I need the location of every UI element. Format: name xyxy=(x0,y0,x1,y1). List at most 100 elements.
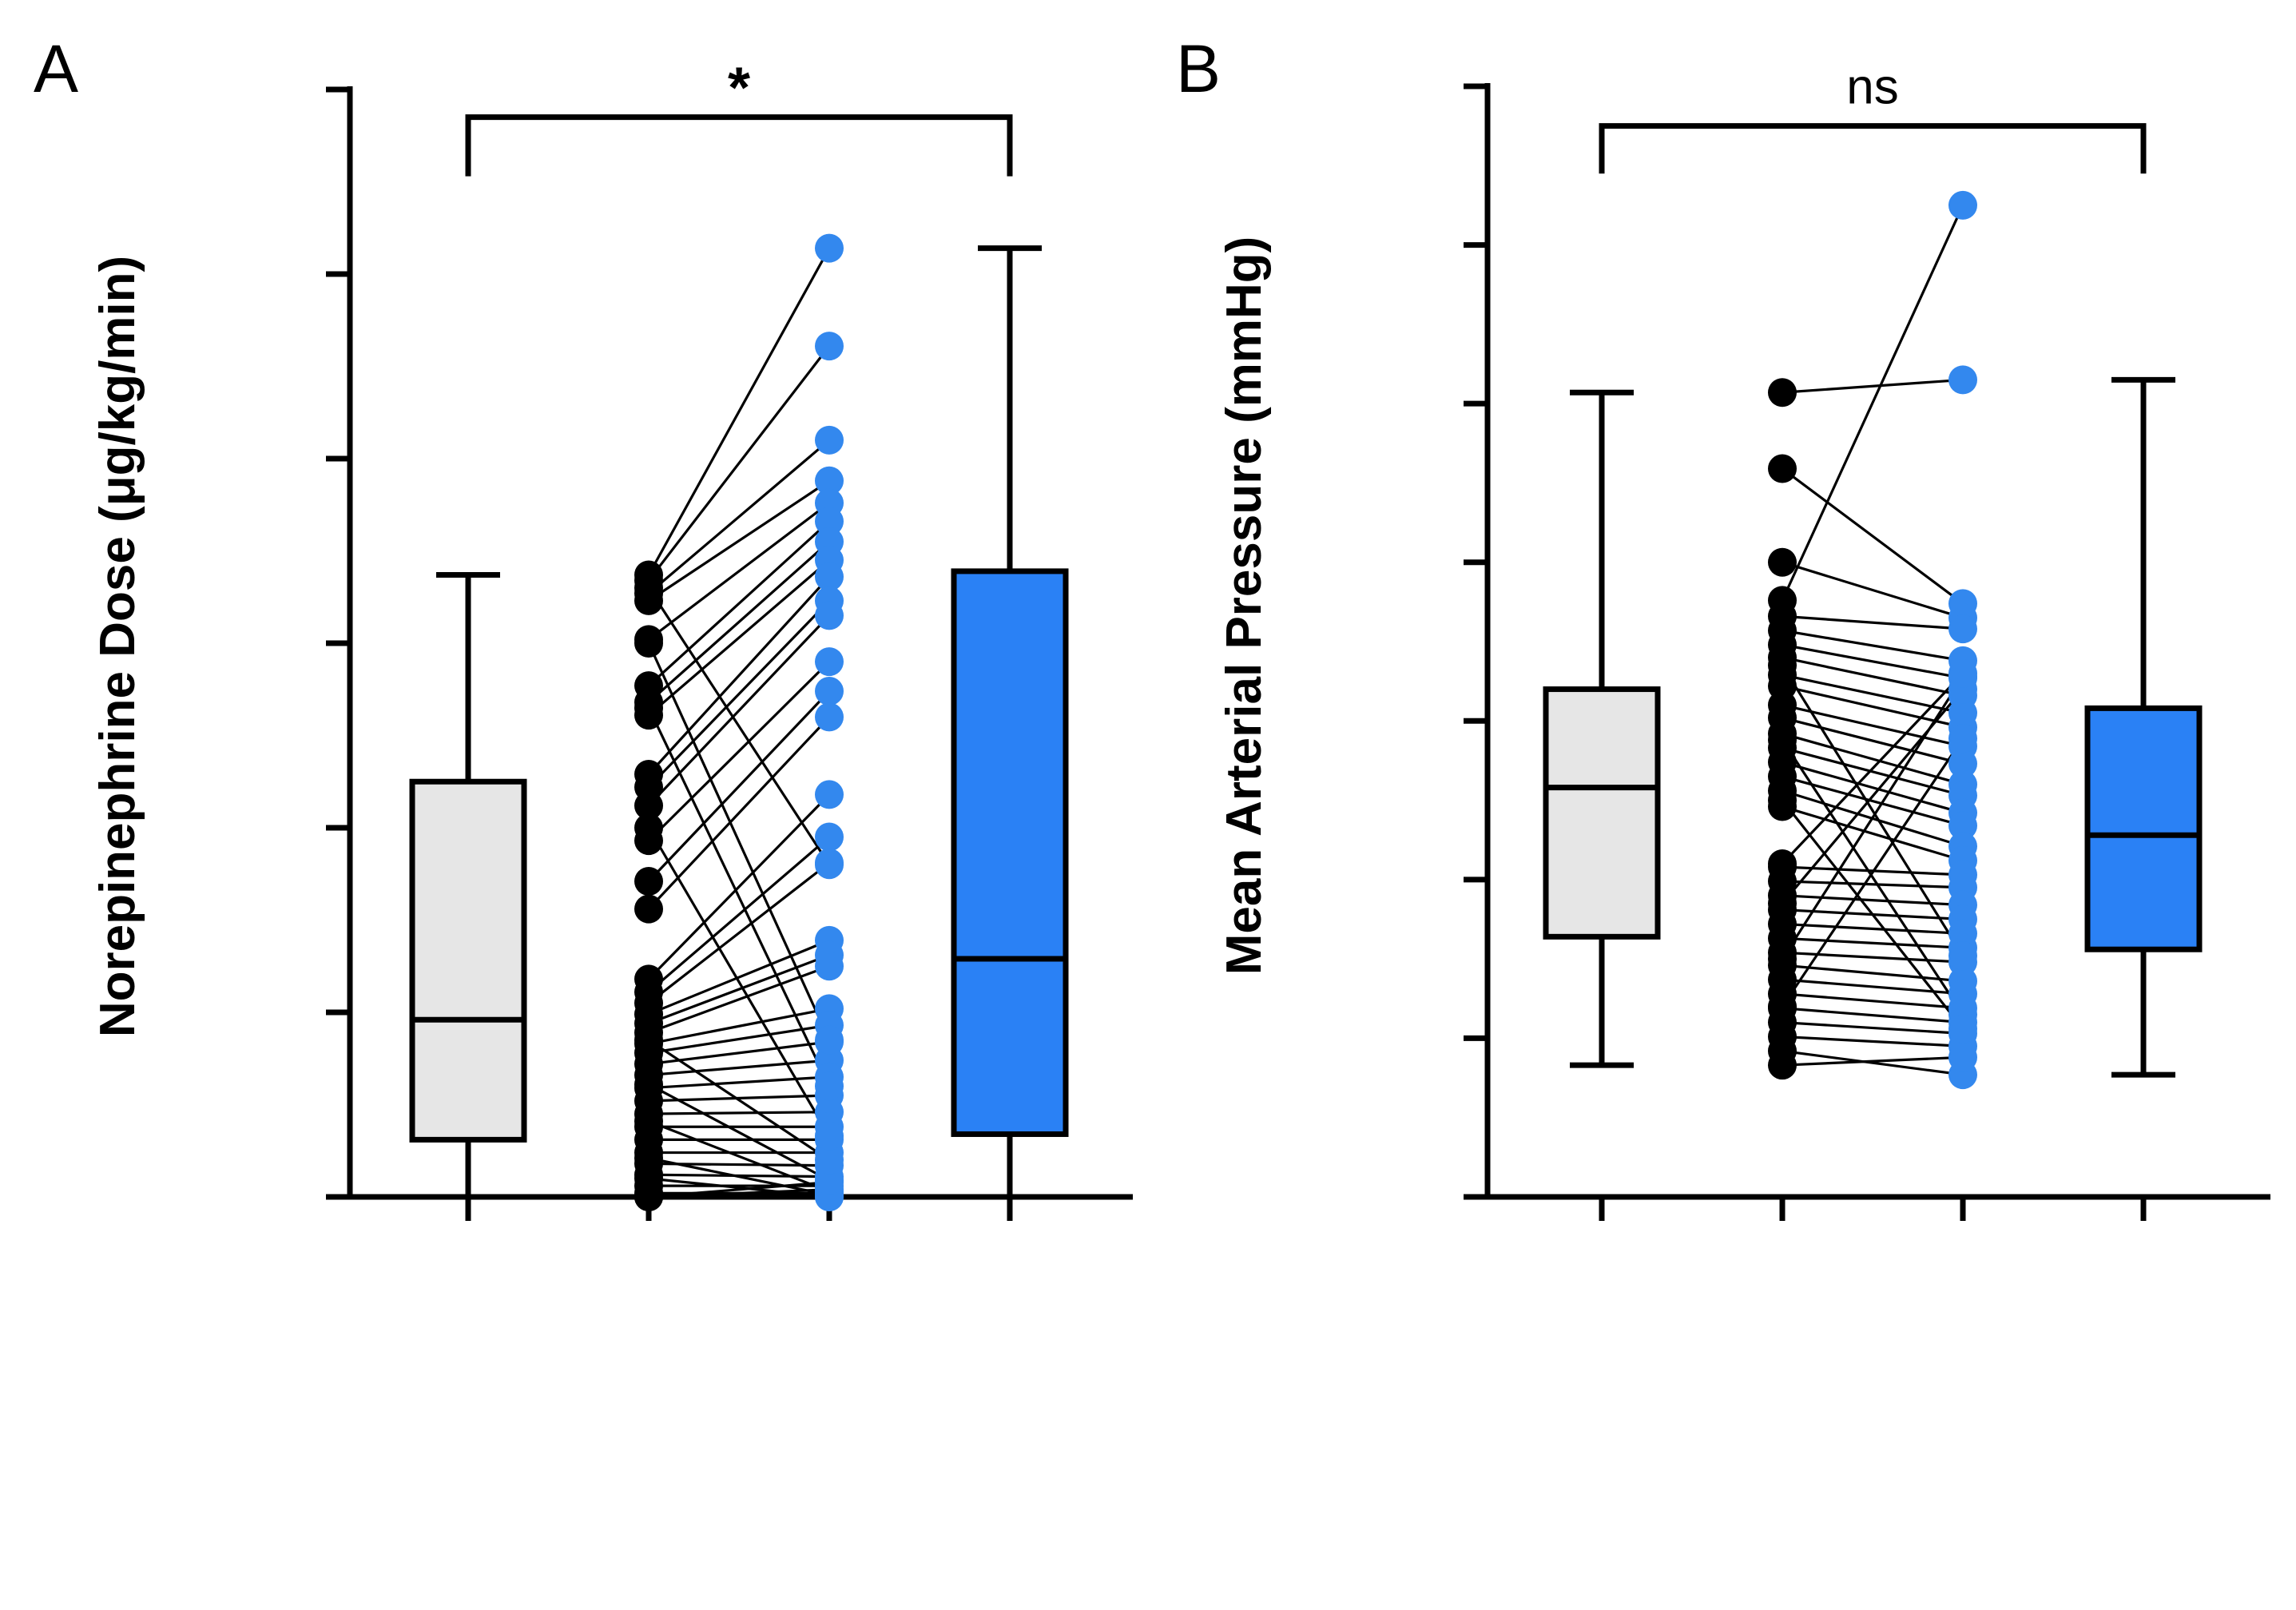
after-point xyxy=(1948,614,1977,644)
pair-line xyxy=(648,1024,830,1055)
pair-line xyxy=(1782,732,1964,786)
before-point xyxy=(634,1163,663,1193)
panel-a-significance-label: * xyxy=(728,57,750,121)
after-point xyxy=(815,1166,844,1195)
after-point xyxy=(1948,365,1977,395)
before-point xyxy=(1768,547,1797,577)
pair-line xyxy=(1782,746,1964,797)
pair-line xyxy=(1781,205,1964,602)
panel-a-boxes xyxy=(409,245,1069,1197)
panel-a-significance: * xyxy=(465,57,1013,177)
after-point xyxy=(815,601,844,630)
after-point xyxy=(1948,658,1977,688)
after-box-body xyxy=(951,568,1069,1137)
after-box-body xyxy=(2084,705,2203,952)
pair-line xyxy=(647,540,831,704)
pair-line xyxy=(648,1083,830,1182)
pair-line xyxy=(648,1075,830,1090)
pair-line xyxy=(1782,561,1964,619)
before-point xyxy=(1768,725,1797,755)
before-point xyxy=(1768,378,1797,407)
pair-line xyxy=(647,599,831,789)
after-point xyxy=(815,233,844,263)
pair-line xyxy=(1782,378,1964,394)
after-point xyxy=(815,702,844,732)
after-point xyxy=(1948,1014,1977,1044)
pair-line xyxy=(647,690,831,883)
panel-b: B Mean Arterial Pressure (mmHg) ns xyxy=(1176,31,2270,1221)
pair-line xyxy=(647,642,831,1041)
after-point xyxy=(815,822,844,852)
before-point xyxy=(1768,785,1797,815)
after-point xyxy=(1948,811,1977,841)
after-point xyxy=(1948,749,1977,778)
pair-line xyxy=(1782,467,1964,605)
panel-b-points xyxy=(1768,190,1977,1090)
after-point xyxy=(815,1121,844,1151)
pair-line xyxy=(1782,964,1964,983)
pair-line xyxy=(1782,716,1964,765)
before-point xyxy=(634,894,663,924)
before-point xyxy=(634,866,663,896)
pair-line xyxy=(1782,992,1964,1010)
pair-line xyxy=(1782,1049,1964,1076)
before-box-body xyxy=(1543,686,1661,940)
after-point xyxy=(815,562,844,591)
before-box-body xyxy=(409,778,527,1143)
pair-line xyxy=(647,836,831,993)
after-point xyxy=(1948,724,1977,753)
before-point xyxy=(1768,849,1797,878)
pair-line xyxy=(1781,739,1964,1016)
pair-line xyxy=(1782,643,1964,680)
pair-line xyxy=(1782,1007,1964,1024)
before-point xyxy=(634,1070,663,1099)
pair-line xyxy=(648,1188,830,1199)
panel-b-boxes xyxy=(1543,376,2203,1078)
before-point xyxy=(634,791,663,821)
panel-b-pair-lines xyxy=(1781,205,1964,1076)
pair-line xyxy=(1782,1035,1964,1047)
after-point xyxy=(815,466,844,495)
pair-line xyxy=(647,586,831,866)
before-point xyxy=(1768,888,1797,918)
before-point xyxy=(1768,944,1797,974)
pair-line xyxy=(1782,936,1964,949)
pair-line xyxy=(648,861,830,1004)
pair-line xyxy=(1781,672,1964,865)
panel-a-letter: A xyxy=(34,31,78,106)
pair-line xyxy=(1782,656,1964,698)
panel-b-significance: ns xyxy=(1599,60,2147,174)
before-point xyxy=(634,813,663,842)
pair-line xyxy=(648,1119,830,1193)
before-point xyxy=(1768,992,1797,1021)
before-point xyxy=(634,1025,663,1055)
pair-line xyxy=(648,964,830,1034)
pair-line xyxy=(647,520,831,687)
pair-line xyxy=(647,660,831,842)
pair-line xyxy=(1781,737,1964,1008)
before-point xyxy=(1768,454,1797,483)
panel-a-y-axis-title: Norepinephrine Dose (μg/kg/min) xyxy=(90,256,145,1037)
pair-line xyxy=(648,1039,830,1162)
after-point xyxy=(815,952,844,981)
pair-line xyxy=(648,1111,830,1115)
panel-a: A Norepinephrine Dose (μg/kg/min) * xyxy=(34,31,1133,1221)
before-point xyxy=(634,573,663,602)
pair-line xyxy=(1782,894,1964,907)
pair-line xyxy=(648,1007,830,1045)
pair-line xyxy=(1782,614,1964,630)
after-point xyxy=(815,332,844,361)
after-point xyxy=(815,1145,844,1175)
after-point xyxy=(815,677,844,706)
panel-b-axes xyxy=(1464,83,2270,1221)
pair-line xyxy=(648,953,830,1025)
panel-a-pair-lines xyxy=(647,247,831,1199)
pair-line xyxy=(1782,880,1964,889)
pair-line xyxy=(1782,761,1964,814)
pair-line xyxy=(648,939,830,1016)
pair-line xyxy=(1782,1020,1964,1036)
before-point xyxy=(1768,1051,1797,1080)
pair-line xyxy=(647,793,831,980)
pair-line xyxy=(647,439,831,594)
pair-line xyxy=(647,575,831,776)
